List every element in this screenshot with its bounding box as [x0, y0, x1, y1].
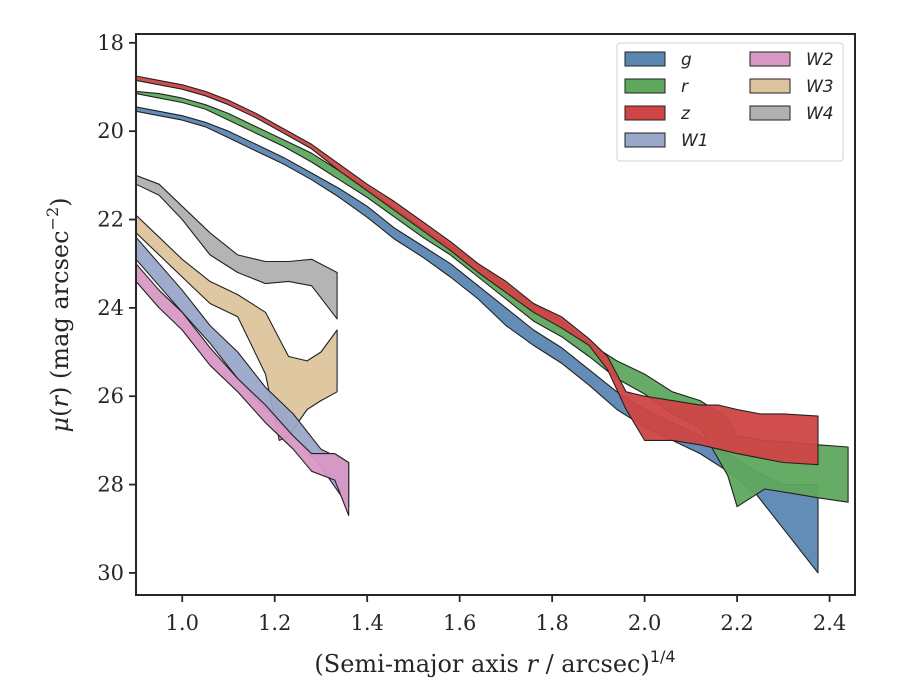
band-w2	[136, 263, 350, 517]
band-w3	[136, 214, 338, 441]
legend-swatch-w4	[749, 105, 791, 121]
legend-swatch-w3	[749, 78, 791, 94]
band-g	[136, 106, 819, 574]
legend: grz W1 W2 W3 W4	[616, 42, 844, 162]
x-axis-label-var: r	[526, 650, 539, 678]
legend-label-z: z	[680, 104, 691, 124]
x-tick-label: 1.2	[258, 611, 291, 635]
legend-swatch-g	[624, 51, 666, 67]
band-z	[136, 75, 819, 466]
x-axis-label: (Semi-major axis r / arcsec)1/4	[314, 647, 675, 678]
x-axis-label-main: (Semi-major axis	[314, 650, 526, 678]
band-w4	[136, 174, 338, 320]
y-tick-label: 26	[97, 384, 124, 408]
bands-layer	[136, 75, 849, 574]
y-tick-label: 18	[97, 31, 124, 55]
y-tick-label: 20	[97, 119, 124, 143]
y-axis-label-mu: μ	[46, 417, 74, 433]
legend-label-r: r	[681, 77, 689, 97]
x-tick-label: 2.4	[813, 611, 846, 635]
y-axis: 18 20 22 24 26 28 30	[97, 31, 136, 585]
legend-swatch-z	[624, 105, 666, 121]
legend-swatch-w1	[624, 132, 666, 148]
legend-label-w3: W3	[806, 77, 834, 97]
x-tick-label: 1.4	[350, 611, 383, 635]
y-tick-label: 28	[97, 473, 124, 497]
plot-frame	[135, 33, 856, 596]
y-tick-label: 30	[97, 561, 124, 585]
x-tick-label: 1.6	[443, 611, 476, 635]
legend-label-g: g	[681, 50, 692, 70]
x-tick-label: 2.0	[628, 611, 661, 635]
x-tick-label: 1.8	[535, 611, 568, 635]
legend-label-w2: W2	[806, 50, 834, 70]
y-tick-label: 24	[97, 296, 124, 320]
x-axis-label-exp: 1/4	[650, 647, 676, 666]
legend-swatch-r	[624, 78, 666, 94]
legend-frame	[616, 42, 844, 162]
y-tick-label: 22	[97, 208, 124, 232]
x-axis-label-unit: / arcsec)	[538, 650, 650, 678]
legend-label-w4: W4	[806, 104, 834, 124]
y-axis-label: μ(r) (mag arcsec−2)	[43, 197, 74, 432]
legend-label-w1: W1	[681, 131, 709, 151]
x-axis: 1.0 1.2 1.4 1.6 1.8 2.0 2.2 2.4	[166, 595, 846, 635]
x-tick-label: 2.2	[720, 611, 753, 635]
legend-swatch-w2	[749, 51, 791, 67]
x-tick-label: 1.0	[166, 611, 199, 635]
